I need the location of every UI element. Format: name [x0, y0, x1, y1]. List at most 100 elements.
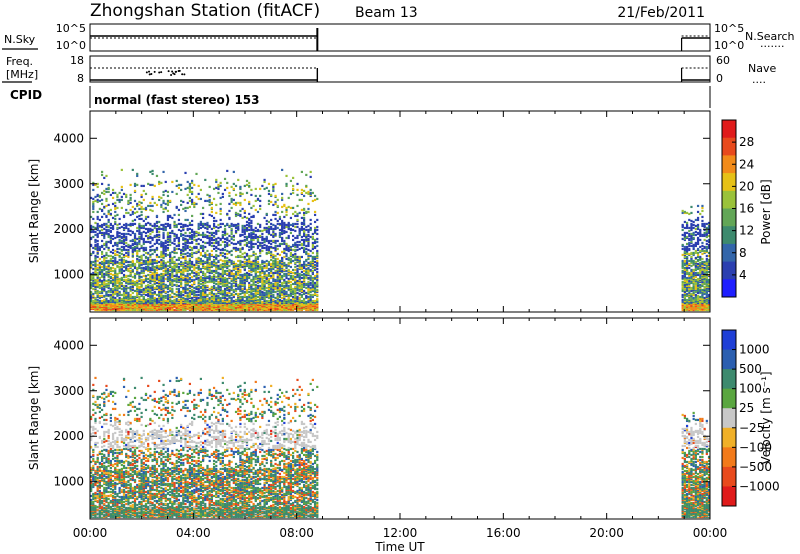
heatmap-cell [212, 247, 216, 251]
heatmap-cell [287, 264, 290, 268]
heatmap-cell [259, 287, 262, 291]
heatmap-cell [289, 231, 293, 235]
heatmap-cell [111, 237, 115, 241]
heatmap-cell [263, 260, 266, 264]
heatmap-cell [140, 293, 143, 297]
heatmap-cell [107, 293, 110, 297]
heatmap-cell [300, 221, 303, 225]
heatmap-cell [147, 260, 150, 264]
heatmap-cell [164, 296, 167, 300]
heatmap-cell [289, 285, 293, 289]
heatmap-cell [298, 240, 301, 244]
heatmap-cell [298, 263, 301, 267]
heatmap-cell [180, 225, 183, 229]
heatmap-cell [155, 293, 159, 297]
heatmap-cell [109, 226, 112, 230]
heatmap-cell [215, 278, 218, 282]
heatmap-cell [193, 274, 196, 278]
nave-scatter-point [174, 70, 177, 73]
heatmap-cell [100, 252, 104, 256]
heatmap-cell [160, 276, 163, 280]
heatmap-cell [228, 281, 231, 285]
heatmap-cell [298, 292, 301, 296]
heatmap-cell [169, 286, 172, 290]
heatmap-cell [105, 187, 108, 191]
heatmap-cell [239, 273, 242, 277]
heatmap-cell [114, 204, 117, 208]
heatmap-cell [223, 276, 227, 280]
heatmap-cell [256, 228, 260, 232]
heatmap-cell [138, 288, 141, 292]
heatmap-cell [307, 242, 310, 246]
heatmap-cell [166, 224, 170, 228]
heatmap-cell [160, 283, 163, 287]
heatmap-cell [177, 247, 181, 251]
heatmap-cell [270, 233, 273, 237]
heatmap-cell [160, 266, 163, 270]
heatmap-cell [98, 267, 101, 271]
heatmap-cell [169, 289, 172, 293]
heatmap-cell [285, 280, 288, 284]
heatmap-cell [267, 228, 271, 232]
heatmap-cell [245, 275, 249, 279]
heatmap-cell [131, 268, 134, 272]
heatmap-cell [166, 190, 170, 194]
heatmap-cell [219, 222, 222, 226]
heatmap-cell [199, 188, 202, 192]
heatmap-cell [116, 213, 119, 217]
heatmap-cell [252, 277, 255, 281]
heatmap-cell [114, 259, 117, 263]
heatmap-cell [111, 255, 115, 259]
heatmap-cell [230, 185, 233, 189]
heatmap-cell [162, 190, 165, 194]
heatmap-cell [208, 296, 211, 300]
heatmap-cell [133, 199, 137, 203]
heatmap-cell [215, 239, 218, 243]
heatmap-cell [232, 265, 235, 269]
heatmap-cell [111, 269, 115, 273]
heatmap-cell [94, 278, 97, 282]
heatmap-cell [114, 249, 117, 253]
heatmap-cell [206, 227, 209, 231]
heatmap-cell [122, 242, 126, 246]
heatmap-cell [197, 242, 200, 246]
heatmap-cell [153, 270, 156, 274]
heatmap-cell [169, 263, 172, 267]
heatmap-cell [248, 224, 251, 228]
heatmap-cell [160, 290, 163, 294]
heatmap-cell [144, 284, 148, 288]
heatmap-cell [210, 249, 213, 253]
heatmap-cell [250, 224, 253, 228]
heatmap-cell [169, 251, 172, 255]
heatmap-cell [274, 286, 277, 290]
heatmap-cell [147, 283, 150, 287]
heatmap-cell [177, 267, 181, 271]
heatmap-cell [105, 190, 108, 194]
heatmap-cell [144, 255, 148, 259]
heatmap-cell [259, 187, 262, 191]
heatmap-cell [296, 245, 299, 249]
heatmap-cell [204, 272, 207, 276]
heatmap-cell [164, 202, 167, 206]
heatmap-cell [149, 245, 152, 249]
heatmap-cell [107, 212, 110, 216]
heatmap-cell [307, 276, 310, 280]
heatmap-cell [173, 237, 176, 241]
heatmap-cell [111, 266, 115, 270]
heatmap-cell [162, 235, 165, 239]
heatmap-cell [199, 212, 202, 216]
heatmap-cell [285, 213, 288, 217]
heatmap-cell [285, 245, 288, 249]
heatmap-cell [215, 249, 218, 253]
heatmap-cell [120, 252, 123, 256]
heatmap-cell [191, 251, 194, 255]
heatmap-cell [283, 251, 286, 255]
heatmap-cell [302, 233, 306, 237]
heatmap-cell [305, 250, 308, 254]
heatmap-cell [94, 269, 97, 273]
heatmap-cell [199, 244, 202, 248]
heatmap-cell [223, 291, 227, 295]
heatmap-cell [241, 224, 244, 228]
heatmap-cell [221, 259, 224, 263]
heatmap-cell [182, 255, 185, 259]
